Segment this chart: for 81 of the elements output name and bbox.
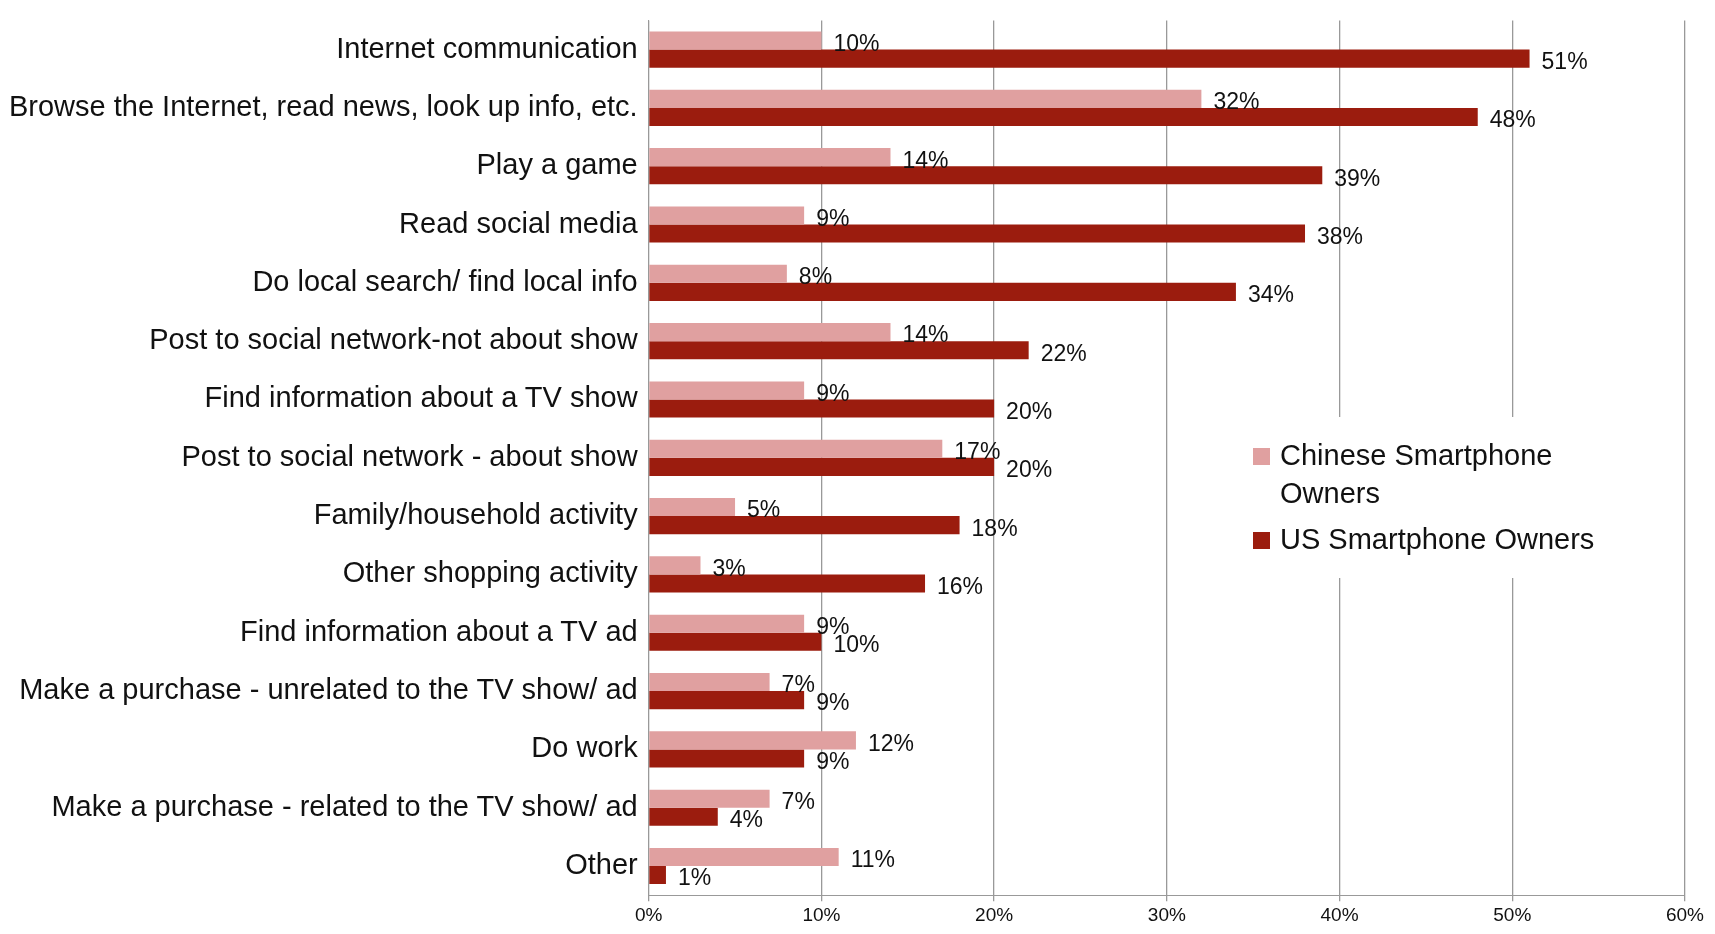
- data-label: 8%: [798, 263, 833, 290]
- data-label: 1%: [677, 864, 712, 891]
- data-label: 20%: [1006, 456, 1053, 483]
- bar: [649, 148, 891, 167]
- y-tick-label: Family/household activity: [313, 498, 639, 531]
- bar: [649, 282, 1236, 301]
- y-tick-label: Find information about a TV ad: [240, 614, 638, 647]
- bar: [649, 49, 1530, 68]
- y-tick-label: Play a game: [476, 148, 638, 181]
- y-tick-label: Other: [565, 848, 639, 881]
- data-label: 7%: [781, 671, 815, 698]
- data-label: 51%: [1541, 47, 1588, 74]
- data-label: 32%: [1213, 88, 1260, 115]
- data-label: 9%: [816, 747, 850, 774]
- bar: [649, 691, 805, 710]
- bar: [649, 31, 822, 50]
- bar: [649, 224, 1306, 243]
- bar: [649, 166, 1323, 185]
- data-label: 9%: [816, 204, 850, 231]
- bar: [649, 439, 943, 458]
- data-label: 3%: [712, 554, 746, 581]
- y-tick-label: Post to social network-not about show: [149, 323, 639, 356]
- data-label: 14%: [902, 146, 949, 173]
- x-tick-label: 50%: [1493, 903, 1532, 925]
- bar: [649, 323, 891, 342]
- legend-label: US Smartphone Owners: [1280, 521, 1595, 557]
- bar: [649, 574, 926, 593]
- bar: [649, 807, 718, 826]
- bar: [649, 498, 736, 517]
- bar: [649, 847, 839, 867]
- bar: [649, 866, 666, 885]
- data-label: 48%: [1489, 106, 1536, 133]
- data-label: 7%: [781, 788, 815, 815]
- bar: [649, 206, 805, 225]
- y-tick-label: Do local search/ find local info: [252, 264, 638, 297]
- data-label: 16%: [937, 572, 984, 599]
- data-label: 20%: [1006, 397, 1053, 424]
- data-label: 34%: [1247, 281, 1294, 308]
- legend-label: Chinese Smartphone Owners: [1280, 438, 1554, 511]
- bar: [649, 89, 1202, 108]
- y-tick-label: Browse the Internet, read news, look up info, etc.: [9, 89, 638, 122]
- x-tick-label: 10%: [802, 903, 841, 925]
- bar: [649, 399, 995, 418]
- data-label: 10%: [833, 29, 880, 56]
- bar: [649, 789, 770, 808]
- bar: [649, 341, 1029, 360]
- data-label: 14%: [902, 321, 949, 348]
- x-tick-label: 60%: [1665, 903, 1705, 925]
- data-label: 22%: [1040, 339, 1087, 366]
- bar: [649, 731, 856, 750]
- data-label: 9%: [816, 379, 850, 406]
- bar: [649, 516, 960, 535]
- data-label: 11%: [850, 846, 895, 873]
- data-label: 18%: [971, 514, 1018, 541]
- y-tick-label: Read social media: [399, 206, 639, 239]
- data-label: 38%: [1317, 222, 1364, 249]
- bar: [649, 457, 995, 476]
- y-tick-label: Find information about a TV show: [204, 381, 639, 414]
- data-label: 5%: [747, 496, 781, 523]
- y-tick-label: Make a purchase - related to the TV show/ ad: [51, 789, 638, 822]
- data-label: 17%: [954, 438, 1001, 465]
- bar: [649, 381, 805, 400]
- bar: [649, 556, 701, 575]
- bar: [649, 264, 787, 283]
- x-tick-label: 0%: [634, 903, 663, 925]
- y-tick-label: Make a purchase - unrelated to the TV show/ ad: [19, 673, 638, 706]
- data-label: 12%: [867, 729, 914, 756]
- x-tick-label: 30%: [1147, 903, 1186, 925]
- y-tick-label: Post to social network - about show: [181, 439, 639, 472]
- x-tick-label: 40%: [1320, 903, 1359, 925]
- y-tick-label: Do work: [531, 731, 639, 764]
- bar: [649, 673, 770, 692]
- bar: [649, 107, 1478, 126]
- data-label: 39%: [1334, 164, 1381, 191]
- y-tick-label: Internet communication: [336, 31, 638, 64]
- data-label: 4%: [729, 806, 764, 833]
- bar: [649, 614, 805, 633]
- x-tick-label: 20%: [975, 903, 1014, 925]
- bar: [649, 749, 805, 768]
- y-tick-label: Other shopping activity: [342, 556, 639, 589]
- data-label: 9%: [816, 689, 850, 716]
